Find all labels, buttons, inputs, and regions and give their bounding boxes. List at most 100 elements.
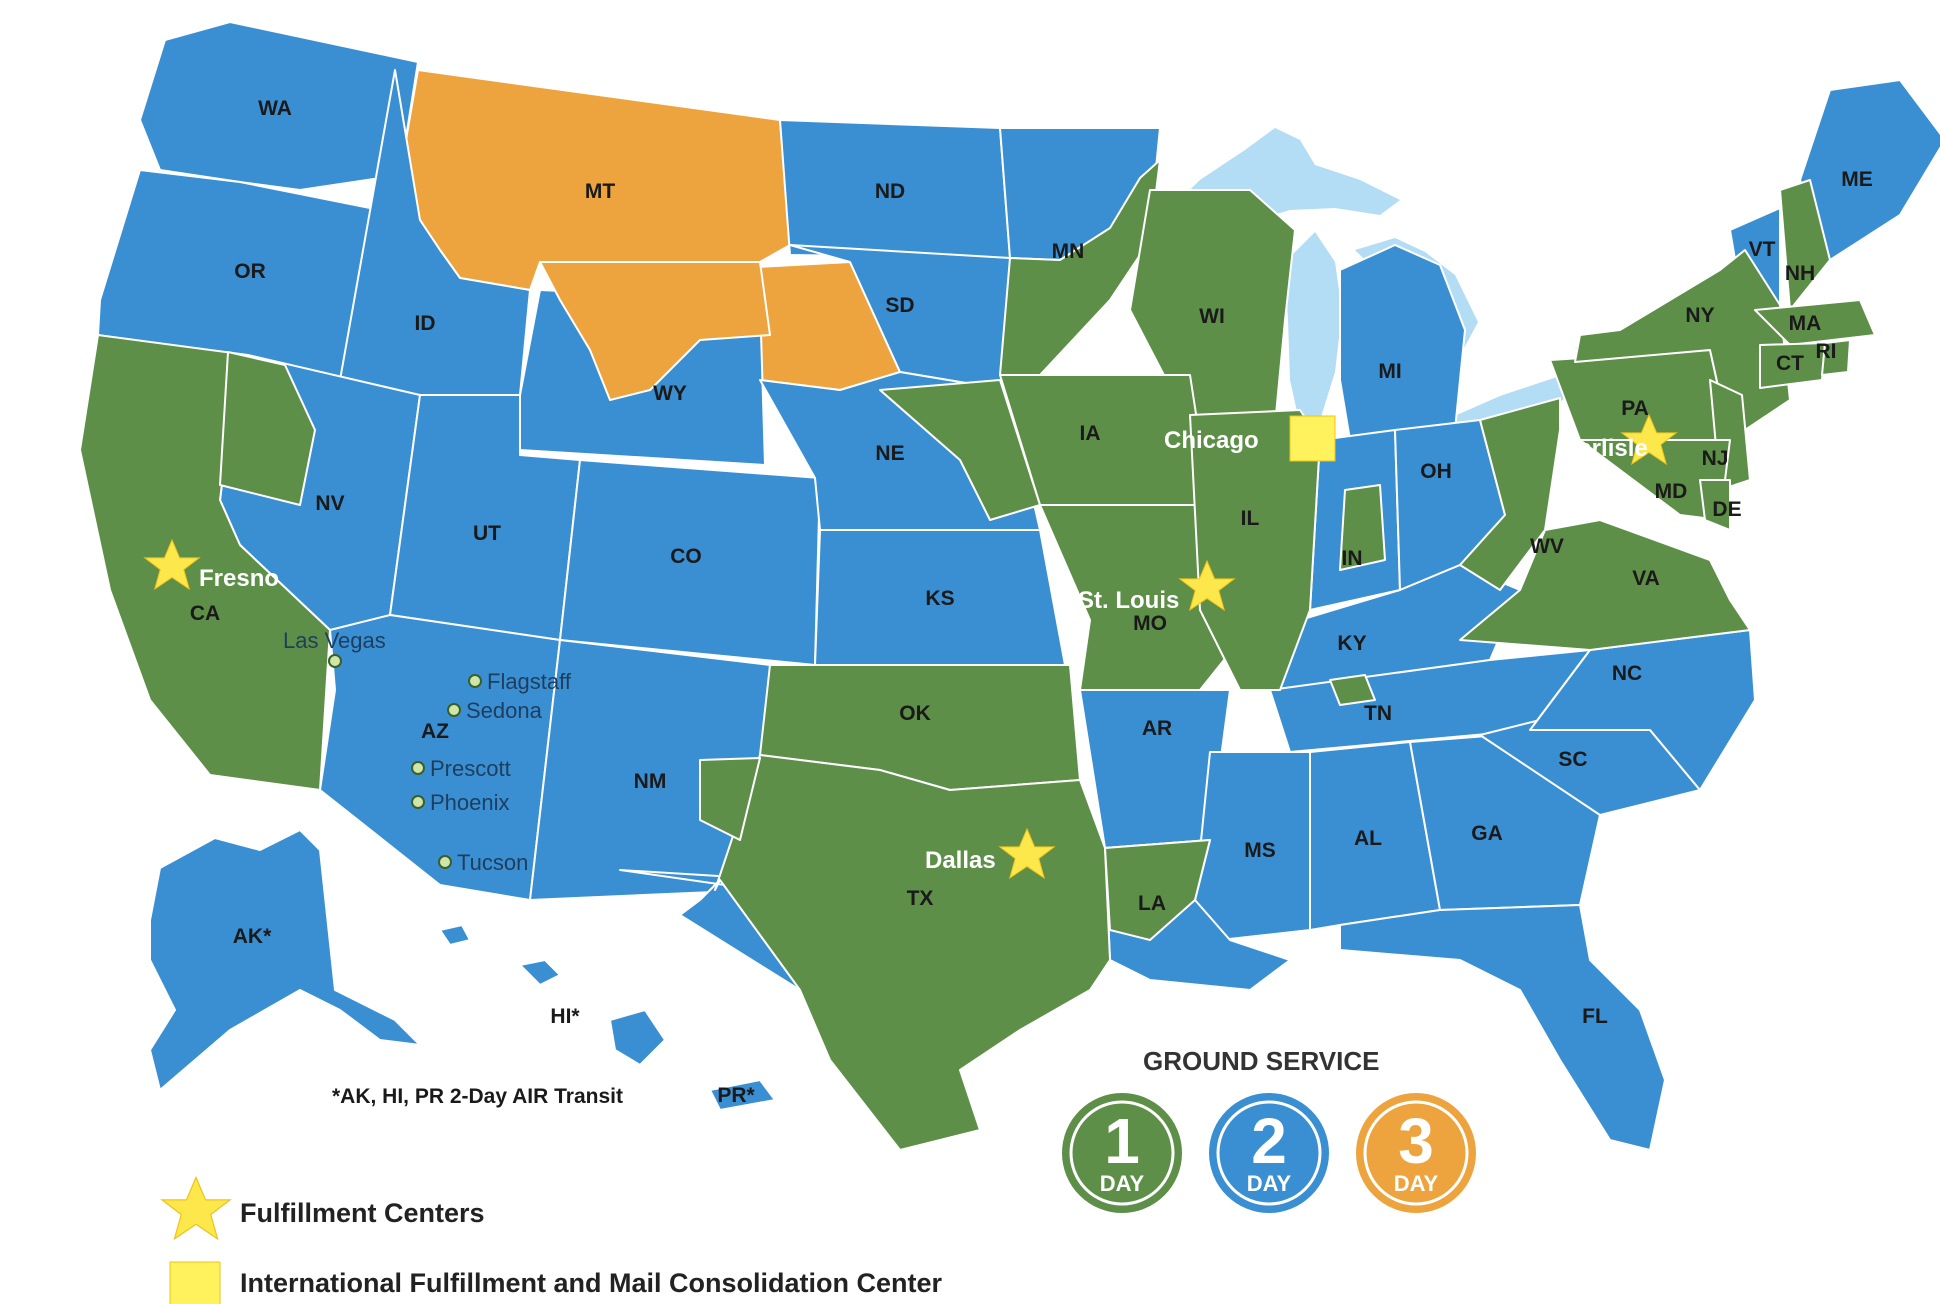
state-label-oh: OH	[1420, 460, 1452, 483]
state-VA	[1459, 519, 1751, 651]
lake-michigan	[1285, 232, 1342, 425]
state-label-nv: NV	[315, 492, 344, 515]
state-label-ri: RI	[1816, 340, 1837, 363]
chicago-label: Chicago	[1164, 427, 1259, 454]
city-label-phoenix: Phoenix	[430, 790, 510, 815]
state-label-wi: WI	[1199, 305, 1225, 328]
state-label-id: ID	[415, 312, 436, 335]
state-label-ct: CT	[1776, 352, 1804, 375]
city-label-las-vegas: Las Vegas	[283, 628, 386, 653]
state-label-ky: KY	[1337, 632, 1366, 655]
state-label-ut: UT	[473, 522, 501, 545]
city-label-sedona: Sedona	[466, 698, 543, 723]
state-AZ	[319, 614, 561, 901]
state-NE-green	[879, 379, 1041, 521]
state-label-nm: NM	[634, 770, 667, 793]
state-label-ks: KS	[925, 587, 954, 610]
state-label-ok: OK	[899, 702, 931, 725]
city-dot-sedona	[447, 703, 461, 717]
fulfillment-label-carlisle: Carlisle	[1561, 435, 1648, 462]
state-label-va: VA	[1632, 567, 1660, 590]
state-label-me: ME	[1841, 168, 1873, 191]
state-label-hi: HI*	[550, 1005, 580, 1028]
state-label-mn: MN	[1052, 240, 1085, 263]
state-label-al: AL	[1354, 827, 1382, 850]
state-label-ma: MA	[1789, 312, 1822, 335]
state-TN-green	[1329, 674, 1376, 706]
city-dot-flagstaff	[468, 674, 482, 688]
air-transit-note: *AK, HI, PR 2-Day AIR Transit	[332, 1085, 623, 1108]
lake-erie	[1450, 376, 1580, 428]
state-NH	[1779, 179, 1831, 311]
state-label-nh: NH	[1785, 262, 1815, 285]
state-label-wy: WY	[653, 382, 687, 405]
ground-service-title: GROUND SERVICE	[1143, 1046, 1379, 1076]
state-label-pr: PR*	[717, 1084, 755, 1107]
fulfillment-label-st-louis: St. Louis	[1078, 587, 1179, 614]
badge-number: 3	[1398, 1105, 1434, 1177]
badge-unit: DAY	[1100, 1171, 1145, 1196]
state-RI	[1821, 339, 1851, 376]
state-label-nj: NJ	[1702, 447, 1729, 470]
state-label-ne: NE	[875, 442, 904, 465]
legend-square-label: International Fulfillment and Mail Conso…	[240, 1268, 943, 1298]
badge-number: 1	[1104, 1105, 1140, 1177]
state-label-in: IN	[1342, 547, 1363, 570]
state-label-az: AZ	[421, 720, 449, 743]
state-TX	[714, 754, 1111, 1151]
city-label-prescott: Prescott	[430, 756, 511, 781]
city-dot-phoenix	[411, 795, 425, 809]
city-dot-tucson	[438, 855, 452, 869]
state-label-tn: TN	[1364, 702, 1392, 725]
badge-unit: DAY	[1247, 1171, 1292, 1196]
state-label-mo: MO	[1133, 612, 1167, 635]
state-LA	[1104, 839, 1211, 941]
legend-star-icon	[161, 1176, 231, 1240]
city-dot-prescott	[411, 761, 425, 775]
legend-square-icon	[169, 1261, 221, 1304]
state-label-or: OR	[234, 260, 266, 283]
state-DE	[1699, 479, 1731, 531]
state-WY-orange	[539, 261, 771, 401]
city-dot-las-vegas	[328, 654, 342, 668]
state-label-ny: NY	[1685, 304, 1714, 327]
state-label-co: CO	[670, 545, 702, 568]
state-label-de: DE	[1712, 498, 1741, 521]
state-HI	[439, 924, 471, 946]
state-PA	[1549, 349, 1731, 441]
state-HI-3	[609, 1009, 666, 1066]
state-label-md: MD	[1655, 480, 1688, 503]
state-NV-green	[219, 351, 316, 506]
state-CT	[1759, 342, 1826, 389]
state-AK	[149, 829, 421, 1091]
state-FL	[1339, 904, 1666, 1151]
state-label-pa: PA	[1621, 397, 1649, 420]
state-label-wv: WV	[1530, 535, 1564, 558]
state-label-mi: MI	[1378, 360, 1401, 383]
city-label-flagstaff: Flagstaff	[487, 669, 572, 694]
state-label-wa: WA	[258, 97, 292, 120]
badge-number: 2	[1251, 1105, 1287, 1177]
state-HI-2	[519, 959, 561, 986]
state-WI	[1129, 189, 1296, 426]
state-label-il: IL	[1241, 507, 1260, 530]
fulfillment-label-fresno: Fresno	[199, 565, 279, 592]
state-label-sd: SD	[885, 294, 914, 317]
state-PR	[709, 1079, 776, 1111]
state-WV	[1459, 397, 1561, 591]
state-MA	[1754, 299, 1876, 346]
state-IL	[1189, 409, 1321, 691]
state-label-vt: VT	[1749, 238, 1776, 261]
state-label-sc: SC	[1558, 748, 1587, 771]
state-label-nc: NC	[1612, 662, 1642, 685]
state-label-ak: AK*	[233, 925, 272, 948]
fulfillment-label-dallas: Dallas	[925, 847, 996, 874]
legend-star-label: Fulfillment Centers	[240, 1198, 485, 1228]
state-NM-green	[699, 757, 761, 841]
state-label-ca: CA	[190, 602, 220, 625]
state-label-ga: GA	[1471, 822, 1503, 845]
state-label-ms: MS	[1244, 839, 1276, 862]
state-label-mt: MT	[585, 180, 615, 203]
